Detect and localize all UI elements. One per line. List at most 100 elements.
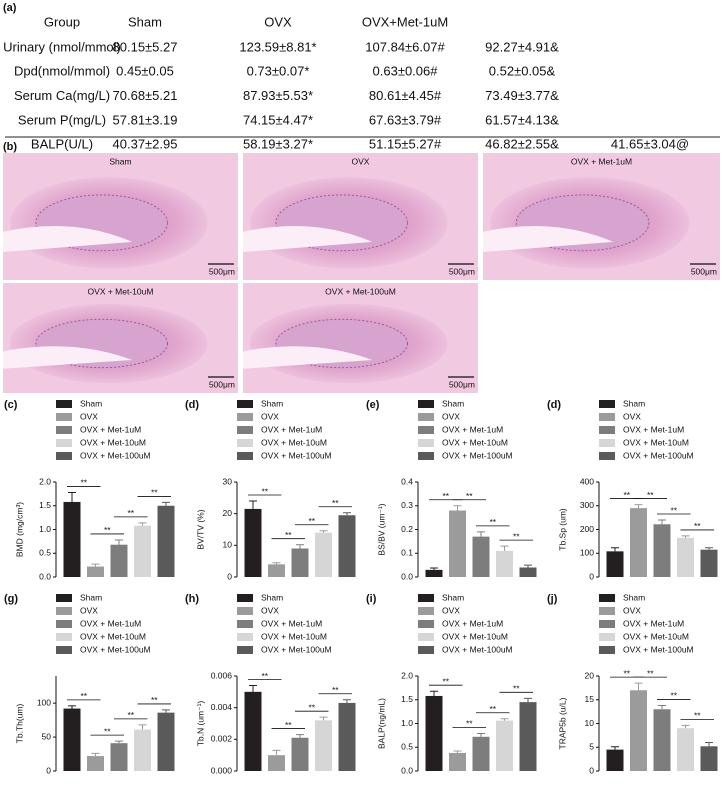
- significance-label: **: [151, 488, 158, 498]
- table-cell: 87.93±5.53*: [243, 88, 313, 103]
- error-bar: [477, 732, 485, 737]
- error-bar: [500, 545, 509, 551]
- panel-label: (g): [4, 593, 18, 605]
- error-bar: [319, 716, 328, 721]
- error-bar: [115, 740, 123, 744]
- marrow: [3, 226, 133, 253]
- legend-label: Sham: [623, 398, 645, 408]
- table-header: Sham: [128, 14, 162, 29]
- legend-label: Sham: [261, 398, 283, 408]
- error-bar: [681, 535, 690, 538]
- significance-label: **: [261, 671, 268, 681]
- error-bar: [430, 567, 438, 570]
- y-tick-label: 0.000: [211, 765, 233, 775]
- panel-label: (i): [366, 593, 377, 605]
- y-tick-label: 5: [589, 742, 594, 752]
- bar: [268, 755, 285, 771]
- y-tick-label: 0.1: [401, 548, 413, 558]
- y-tick-label: 0.004: [211, 702, 233, 712]
- bar: [157, 505, 175, 577]
- bar: [87, 566, 104, 577]
- scale-label: 500μm: [449, 379, 475, 389]
- table-cell: 41.65±3.04@: [611, 137, 689, 152]
- legend-swatch: [418, 413, 434, 421]
- legend-swatch: [237, 439, 253, 447]
- marrow: [483, 226, 614, 253]
- legend-label: OVX: [261, 605, 279, 615]
- significance-label: **: [623, 490, 630, 500]
- legend-swatch: [599, 439, 615, 447]
- legend-label: Sham: [80, 398, 102, 408]
- significance-label: **: [466, 719, 473, 729]
- error-bar: [91, 563, 100, 567]
- bar: [700, 549, 718, 577]
- image-title: OVX + Met-1uM: [571, 156, 632, 166]
- scale-label: 500μm: [691, 266, 717, 276]
- significance-label: **: [694, 521, 701, 531]
- bar: [449, 752, 466, 771]
- legend-label: OVX + Met-10uM: [442, 631, 508, 641]
- bar: [157, 712, 175, 771]
- histology-image: Sham 500μm: [3, 153, 238, 280]
- marrow: [243, 226, 373, 253]
- table-header: Group: [44, 14, 80, 29]
- error-bar: [91, 752, 100, 757]
- error-bar: [634, 682, 643, 691]
- bar: [315, 720, 332, 771]
- legend-label: Sham: [442, 398, 464, 408]
- y-tick-label: 0: [589, 571, 594, 581]
- bar: [110, 743, 128, 771]
- bar: [63, 708, 81, 771]
- row-label: Serum P(mg/L): [18, 112, 106, 127]
- histology-image: OVX 500μm: [243, 153, 478, 280]
- y-axis-label: Tb.Sp (um): [557, 508, 567, 551]
- error-bar: [138, 724, 147, 730]
- table-header: OVX+Met-1uM: [362, 14, 448, 29]
- legend-label: OVX + Met-100uM: [442, 450, 513, 460]
- panel-label: (d): [547, 399, 561, 411]
- legend-swatch: [237, 646, 253, 654]
- histology-image: OVX + Met-1uM 500μm: [483, 153, 720, 280]
- legend-label: OVX + Met-1uM: [623, 424, 684, 434]
- legend-label: OVX + Met-1uM: [261, 618, 322, 628]
- error-bar: [162, 709, 170, 713]
- legend-swatch: [418, 400, 434, 408]
- significance-label: **: [513, 684, 520, 694]
- legend-label: OVX: [442, 411, 460, 421]
- scale-label: 500μm: [449, 266, 475, 276]
- bar: [496, 550, 513, 577]
- error-bar: [681, 724, 690, 729]
- bar: [268, 564, 285, 577]
- row-label: Urinary (nmol/mmol): [3, 39, 121, 54]
- significance-label: **: [442, 491, 449, 501]
- y-tick-label: 30: [223, 476, 233, 486]
- panel-label: (b): [3, 141, 17, 153]
- legend-label: OVX + Met-1uM: [261, 424, 322, 434]
- bar: [291, 548, 309, 577]
- legend-swatch: [599, 426, 615, 434]
- bar: [110, 544, 128, 577]
- y-tick-label: 10: [223, 540, 233, 550]
- y-tick-label: 20: [223, 508, 233, 518]
- significance-label: **: [308, 516, 315, 526]
- bar: [700, 746, 718, 771]
- legend-label: Sham: [623, 592, 645, 602]
- legend-swatch: [418, 452, 434, 460]
- legend-label: OVX + Met-1uM: [623, 618, 684, 628]
- y-tick-label: 50: [42, 731, 52, 741]
- y-axis-label: BV/TV (%): [195, 509, 205, 549]
- table-cell: 0.52±0.05&: [489, 64, 556, 79]
- significance-label: **: [694, 711, 701, 721]
- legend-label: Sham: [261, 592, 283, 602]
- image-title: OVX + Met-10uM: [88, 286, 154, 296]
- legend-swatch: [599, 452, 615, 460]
- significance-label: **: [261, 486, 268, 496]
- legend-swatch: [599, 594, 615, 602]
- panel-label: (h): [185, 593, 199, 605]
- legend-swatch: [237, 413, 253, 421]
- legend-label: OVX + Met-1uM: [442, 618, 503, 628]
- significance-label: **: [80, 691, 87, 701]
- legend-swatch: [418, 607, 434, 615]
